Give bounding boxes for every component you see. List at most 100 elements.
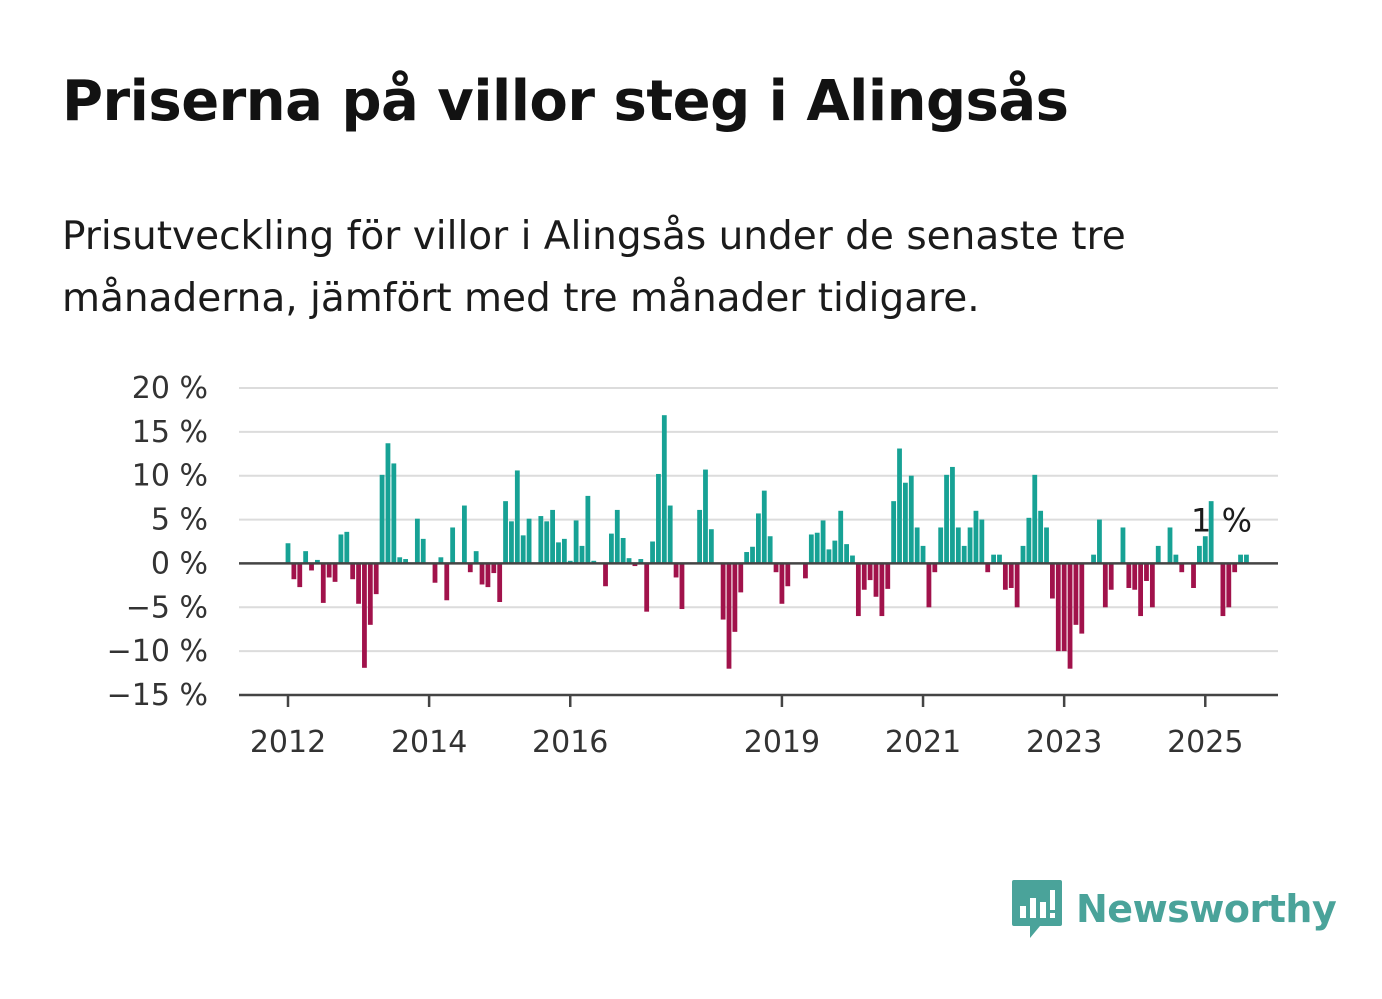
bar (891, 501, 897, 564)
bar (1120, 527, 1126, 564)
y-tick-label: −15 % (107, 678, 208, 713)
bar (1238, 554, 1243, 564)
bar (1108, 563, 1114, 590)
bar (1067, 563, 1073, 669)
bar (420, 538, 426, 564)
chart-title: Priserna på villor steg i Alingsås (62, 69, 1069, 134)
y-tick-label: 20 % (132, 371, 208, 406)
bar (1208, 501, 1214, 564)
bar (1149, 563, 1155, 608)
bar (814, 532, 820, 564)
bar (767, 536, 773, 564)
bar (1032, 474, 1038, 564)
bar (326, 563, 332, 578)
bar (932, 563, 938, 573)
annotation-label: 1 % (1191, 502, 1252, 540)
bar (1191, 563, 1196, 588)
bar (1014, 563, 1020, 608)
bars (285, 415, 1249, 669)
bar (808, 534, 814, 564)
bar (938, 527, 944, 564)
x-tick-label: 2016 (532, 725, 608, 760)
bar (350, 563, 356, 580)
bar (579, 545, 585, 564)
bar (650, 541, 655, 564)
bar (1073, 563, 1079, 625)
y-tick-label: 10 % (132, 459, 208, 494)
bar (708, 529, 714, 564)
bar (926, 563, 932, 608)
bar (897, 448, 902, 564)
bar (656, 473, 661, 564)
bar (550, 509, 555, 564)
bar (1008, 563, 1014, 588)
newsworthy-logo: Newsworthy (1010, 878, 1337, 940)
x-tick-label: 2021 (885, 725, 961, 760)
bar (514, 470, 520, 564)
bar (838, 510, 844, 564)
bar (667, 505, 673, 564)
x-tick-label: 2014 (391, 725, 467, 760)
bar (720, 563, 726, 620)
bar (1079, 563, 1085, 634)
bar (785, 563, 791, 587)
bar (397, 557, 403, 564)
bar (920, 545, 926, 564)
x-axis-tick-labels: 2012 2014 2016 2019 2021 2023 2025 (250, 725, 1244, 760)
bar (861, 563, 867, 590)
bar (320, 563, 326, 603)
bar (520, 535, 526, 564)
bar (303, 551, 309, 564)
bar (403, 559, 408, 564)
bar (944, 474, 949, 564)
bar (726, 563, 732, 669)
y-tick-label: −10 % (107, 634, 208, 669)
y-tick-label: 5 % (151, 503, 208, 538)
bar (914, 527, 920, 564)
bar (967, 527, 973, 564)
bar (1055, 563, 1061, 652)
bar (761, 490, 767, 564)
bar (803, 563, 808, 579)
bar (479, 563, 485, 585)
bar (538, 516, 544, 564)
bar (955, 527, 961, 564)
y-tick-label: 15 % (132, 415, 208, 450)
bar (556, 542, 561, 564)
bar (291, 563, 297, 580)
bar (414, 518, 420, 564)
bar (509, 521, 514, 564)
bar (626, 558, 632, 564)
bar (1044, 527, 1049, 564)
bar (756, 513, 761, 564)
bar (573, 520, 579, 564)
bar (614, 509, 620, 564)
bar (961, 545, 967, 564)
bar (367, 563, 373, 625)
bar (385, 443, 391, 564)
bar (979, 519, 985, 564)
bar (344, 531, 350, 564)
bar (585, 495, 591, 564)
x-tick-label: 2012 (250, 725, 326, 760)
bar (1173, 554, 1179, 564)
bar (997, 554, 1002, 564)
bar (285, 543, 291, 564)
bar (973, 510, 979, 564)
bar (432, 563, 438, 583)
bar (1226, 563, 1232, 608)
bar (850, 555, 855, 564)
bar (673, 563, 679, 578)
bar (1102, 563, 1108, 608)
bar (879, 563, 885, 617)
x-tick-label: 2023 (1026, 725, 1102, 760)
bar (991, 554, 996, 564)
bar (609, 533, 614, 564)
bar (1091, 554, 1096, 564)
x-tick-label: 2025 (1167, 725, 1243, 760)
bar (1220, 563, 1226, 617)
bar (373, 563, 379, 595)
bar (1155, 545, 1161, 564)
chart-subtitle: Prisutveckling för villor i Alingsås und… (62, 214, 1126, 321)
bar (362, 563, 367, 668)
